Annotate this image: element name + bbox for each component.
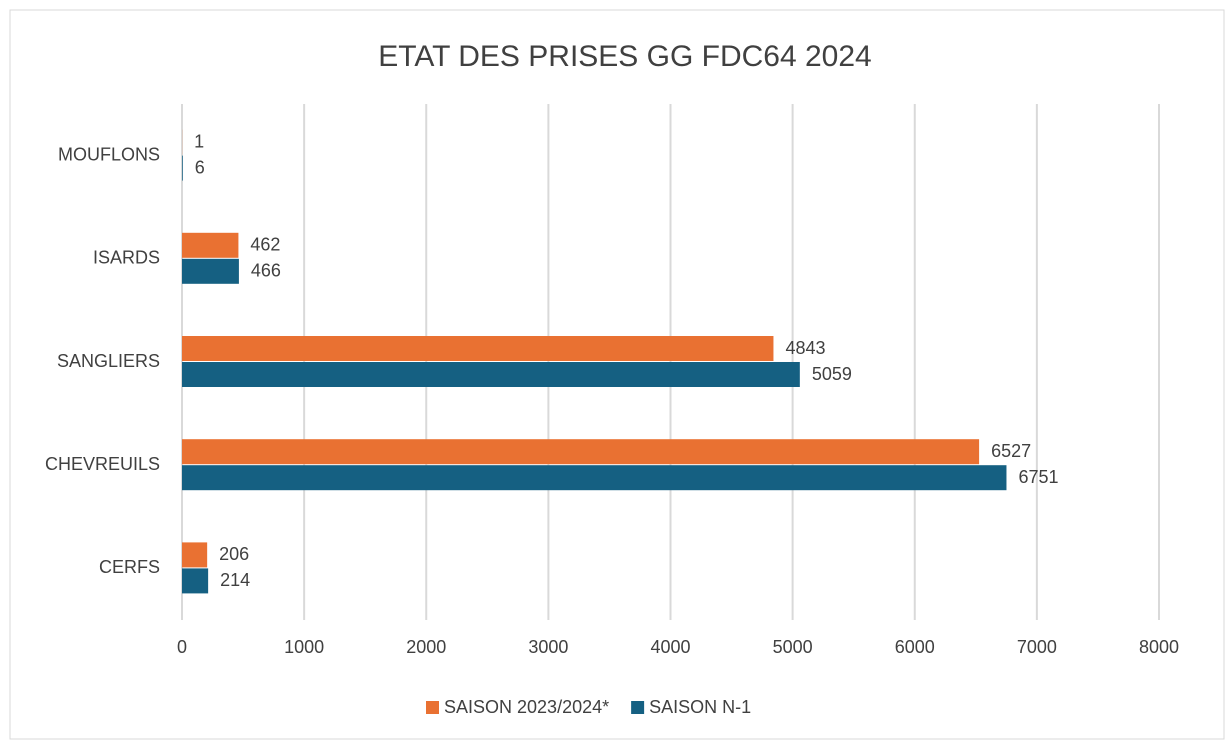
bar [182, 568, 209, 594]
legend-label: SAISON N-1 [649, 697, 751, 717]
chart-title: ETAT DES PRISES GG FDC64 2024 [378, 40, 872, 73]
x-tick-label: 0 [177, 637, 187, 657]
data-label: 4843 [785, 338, 825, 358]
data-label: 5059 [812, 364, 852, 384]
bar [182, 258, 239, 284]
data-label: 6 [195, 157, 205, 177]
bar [182, 232, 239, 258]
y-tick-label: ISARDS [93, 248, 160, 268]
x-tick-label: 3000 [528, 637, 568, 657]
data-label: 6751 [1018, 467, 1058, 487]
x-tick-label: 5000 [773, 637, 813, 657]
legend-swatch [426, 701, 439, 714]
x-tick-label: 6000 [895, 637, 935, 657]
bar [182, 362, 800, 387]
data-label: 206 [219, 544, 249, 564]
bar [182, 542, 208, 568]
x-tick-label: 8000 [1139, 637, 1179, 657]
bar [182, 439, 980, 465]
legend-swatch [631, 701, 645, 714]
y-tick-label: CHEVREUILS [45, 454, 160, 474]
y-tick-label: MOUFLONS [58, 144, 160, 164]
bar [182, 465, 1007, 491]
y-tick-label: CERFS [99, 557, 160, 577]
y-tick-label: SANGLIERS [57, 351, 160, 371]
data-label: 462 [250, 235, 280, 255]
x-tick-label: 4000 [650, 637, 690, 657]
x-tick-label: 7000 [1017, 637, 1057, 657]
x-tick-label: 2000 [406, 637, 446, 657]
data-label: 1 [194, 131, 204, 151]
legend-label: SAISON 2023/2024* [444, 697, 609, 717]
x-tick-label: 1000 [284, 637, 324, 657]
data-label: 6527 [991, 441, 1031, 461]
bar [182, 336, 774, 361]
data-label: 214 [220, 570, 250, 590]
data-label: 466 [251, 261, 281, 281]
bar [182, 155, 183, 181]
